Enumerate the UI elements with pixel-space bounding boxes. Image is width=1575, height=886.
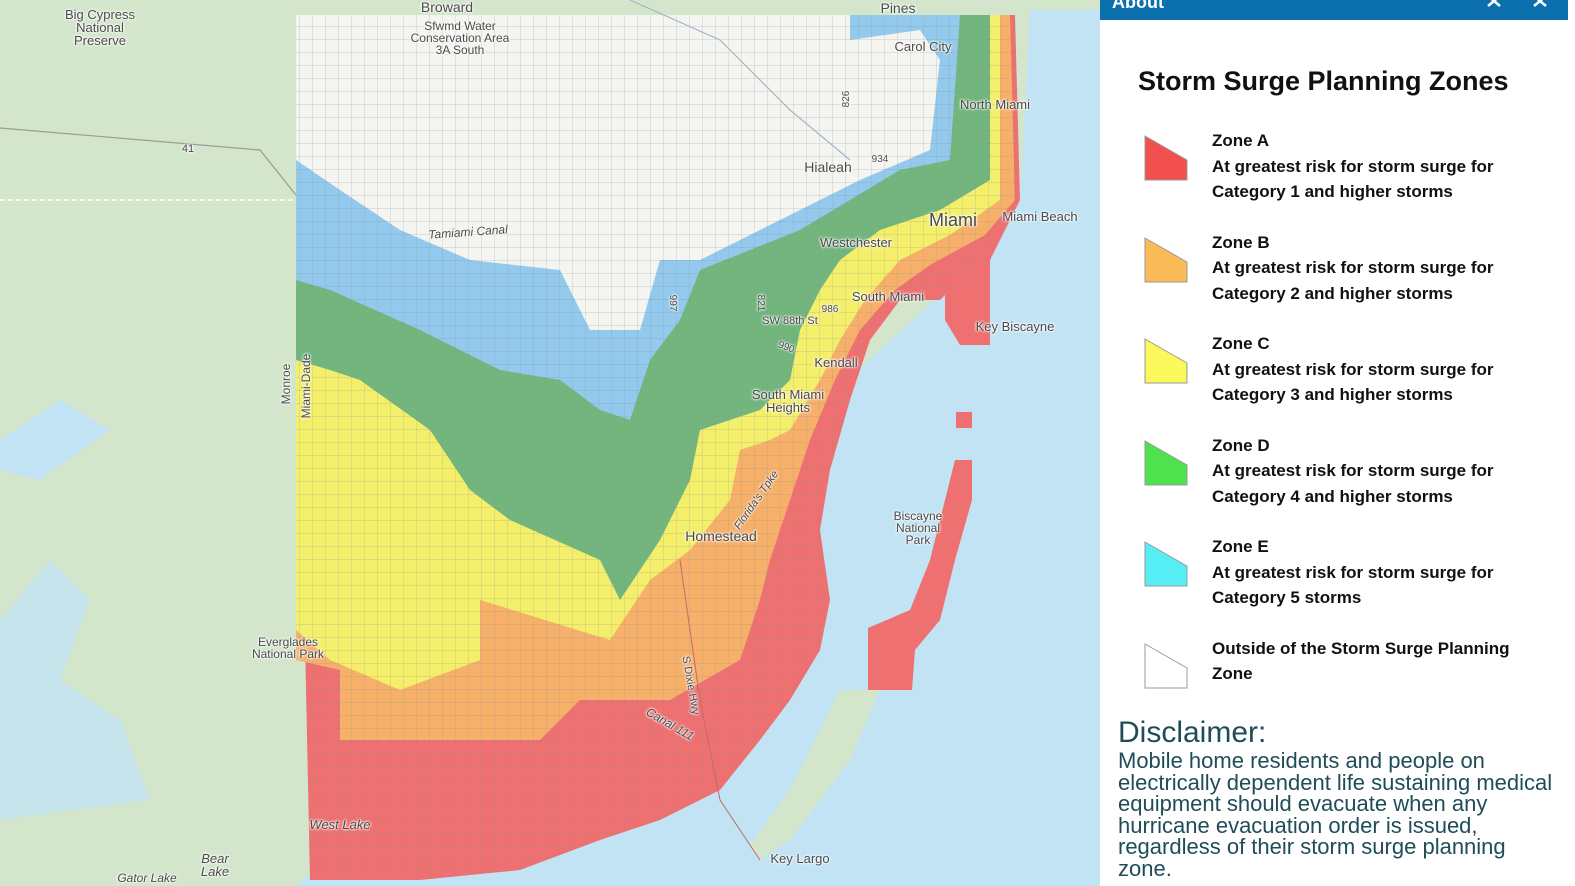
map-label: 821 [755, 294, 766, 312]
legend-swatch [1144, 236, 1188, 282]
road [679, 559, 761, 861]
map-label: Homestead [685, 528, 757, 544]
swatch-shape [1144, 236, 1188, 282]
about-panel: About Storm Surge Planning Zones Zone A A… [1100, 0, 1575, 886]
legend-name: Zone C [1212, 334, 1270, 353]
legend-text: Zone A At greatest risk for storm surge f… [1212, 128, 1542, 205]
map-label: SW 88th St [762, 315, 818, 327]
map-label: Sfwmd Water Conservation Area 3A South [410, 19, 510, 57]
legend-text: Zone C At greatest risk for storm surge f… [1212, 331, 1542, 408]
grid [296, 15, 1020, 880]
map-label: Miami [929, 210, 977, 230]
legend-name: Outside of the Storm Surge Planning Zone [1212, 638, 1510, 684]
map-label: South Miami [851, 289, 925, 304]
road [0, 127, 297, 196]
legend-description: At greatest risk for storm surge for Cat… [1212, 461, 1494, 506]
panel-header: About [1100, 0, 1568, 20]
legend-item: Zone C At greatest risk for storm surge f… [1140, 331, 1560, 421]
legend-description: At greatest risk for storm surge for Cat… [1212, 258, 1494, 303]
legend-swatch [1144, 541, 1188, 587]
header-icons [1487, 0, 1547, 7]
legend-item: Zone A At greatest risk for storm surge f… [1140, 128, 1560, 218]
legend-description: At greatest risk for storm surge for Cat… [1212, 156, 1494, 202]
lake [0, 400, 110, 480]
map-label: Everglades National Park [251, 635, 325, 661]
legend-description: At greatest risk for storm surge for Cat… [1212, 359, 1494, 405]
swatch-shape [1144, 642, 1188, 688]
map-label: Hialeah [804, 159, 852, 175]
map-label: Broward [420, 0, 474, 15]
map-label: Key Largo [770, 851, 830, 866]
legend-item: Zone E At greatest risk for storm surge f… [1140, 534, 1560, 624]
map-label: South Miami Heights [751, 387, 825, 415]
legend-name: Zone B [1212, 232, 1270, 252]
map-label: 934 [871, 154, 889, 165]
zone-a [868, 460, 972, 690]
map-label: Key Biscayne [975, 319, 1055, 334]
disclaimer-text: Mobile home residents and people on elec… [1118, 748, 1553, 881]
map-label: Miami-Dade [299, 353, 313, 419]
swatch-shape [1144, 338, 1188, 384]
legend-text: Zone D At greatest risk for storm surge f… [1212, 433, 1542, 510]
map: Big Cypress National Preserve Broward Sfwm… [0, 0, 1100, 886]
map-label: 997 [667, 294, 678, 312]
collapse-button[interactable] [1487, 0, 1501, 7]
map-label: West Lake [309, 817, 371, 832]
map-label: Monroe [279, 363, 293, 405]
map-label: Miami Beach [1002, 209, 1078, 224]
legend-name: Zone E [1212, 537, 1269, 556]
zone-a [956, 412, 972, 428]
map-label: Biscayne National Park [893, 509, 943, 547]
map-label: Big Cypress National Preserve [64, 7, 136, 48]
map-label: 826 [841, 90, 852, 108]
legend-description: At greatest risk for storm surge for Cat… [1212, 562, 1494, 608]
map-label: 41 [181, 143, 195, 155]
legend-item: Zone B At greatest risk for storm surge f… [1140, 230, 1560, 320]
map-label: North Miami [959, 97, 1031, 112]
lake [0, 560, 150, 820]
panel-title: About [1112, 0, 1164, 12]
disclaimer-heading: Disclaimer: [1118, 716, 1267, 749]
legend-text: Outside of the Storm Surge Planning Zone [1212, 636, 1542, 687]
map-label: Bear Lake [200, 851, 230, 879]
legend-title: Storm Surge Planning Zones [1138, 66, 1509, 96]
legend-swatch [1144, 338, 1188, 384]
map-label: Pines [880, 0, 916, 16]
legend-name: Zone A [1212, 131, 1269, 150]
swatch-shape [1144, 541, 1188, 587]
map-label: 986 [821, 304, 839, 315]
close-button[interactable] [1533, 0, 1547, 7]
swatch-shape [1144, 135, 1188, 181]
map-label: Kendall [814, 355, 858, 370]
legend-swatch [1144, 135, 1188, 181]
map-label: Gator Lake [117, 871, 177, 885]
canal [629, 0, 851, 161]
legend-swatch [1144, 439, 1188, 485]
legend-text: Zone B At greatest risk for storm surge f… [1212, 230, 1542, 307]
swatch-shape [1144, 439, 1188, 485]
legend-swatch [1144, 642, 1188, 688]
map-canvas [0, 0, 1100, 886]
key-largo [750, 690, 880, 860]
legend-item: Zone D At greatest risk for storm surge f… [1140, 433, 1560, 523]
map-label: Westchester [819, 235, 893, 250]
map-label: Carol City [894, 39, 952, 54]
legend-item: Outside of the Storm Surge Planning Zone [1140, 636, 1560, 726]
legend-name: Zone D [1212, 435, 1270, 455]
legend-text: Zone E At greatest risk for storm surge f… [1212, 534, 1542, 611]
